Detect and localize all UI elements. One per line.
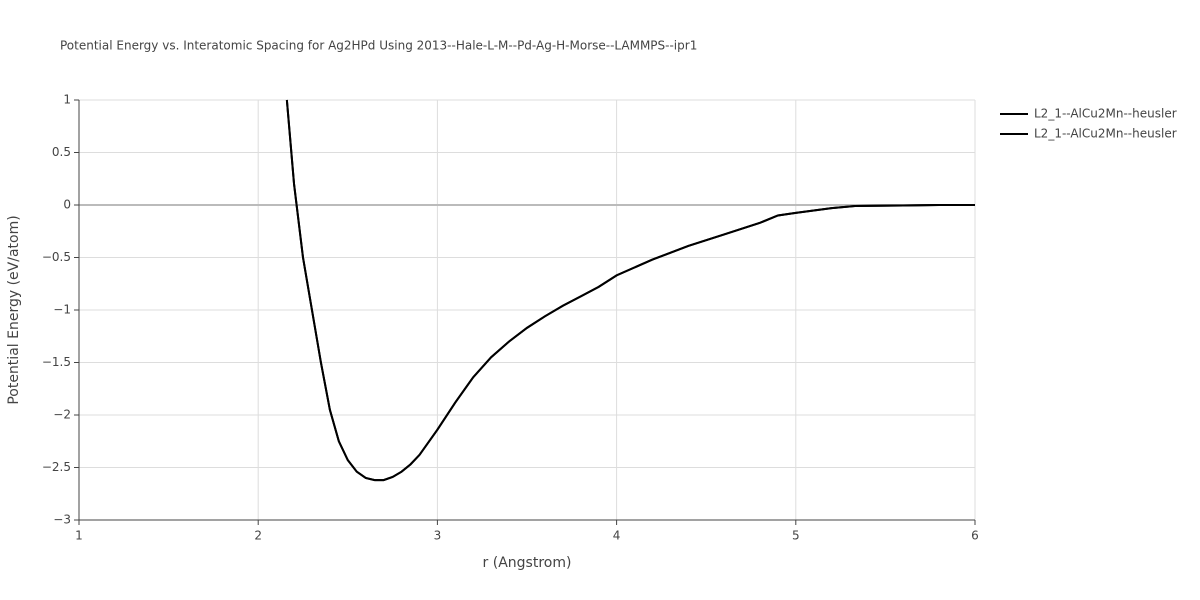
x-tick-label: 4 [613,529,621,543]
y-tick-label: −3 [53,513,71,527]
y-axis-title: Potential Energy (eV/atom) [6,215,22,404]
y-tick-label: −2.5 [42,460,71,474]
x-axis-title: r (Angstrom) [483,555,572,571]
x-tick-label: 3 [434,529,442,543]
y-tick-label: −1.5 [42,355,71,369]
x-tick-label: 2 [254,529,262,543]
y-tick-label: 0.5 [52,145,71,159]
x-tick-label: 1 [75,529,83,543]
y-tick-label: 1 [63,93,71,107]
legend-label: L2_1--AlCu2Mn--heusler [1034,127,1177,141]
series-line [285,99,975,482]
y-tick-label: −1 [53,303,71,317]
y-tick-label: 0 [63,198,71,212]
x-tick-label: 5 [792,529,800,543]
legend-label: L2_1--AlCu2Mn--heusler [1034,107,1177,121]
chart-title: Potential Energy vs. Interatomic Spacing… [60,39,697,53]
y-tick-label: −2 [53,408,71,422]
x-tick-label: 6 [971,529,979,543]
y-tick-label: −0.5 [42,250,71,264]
